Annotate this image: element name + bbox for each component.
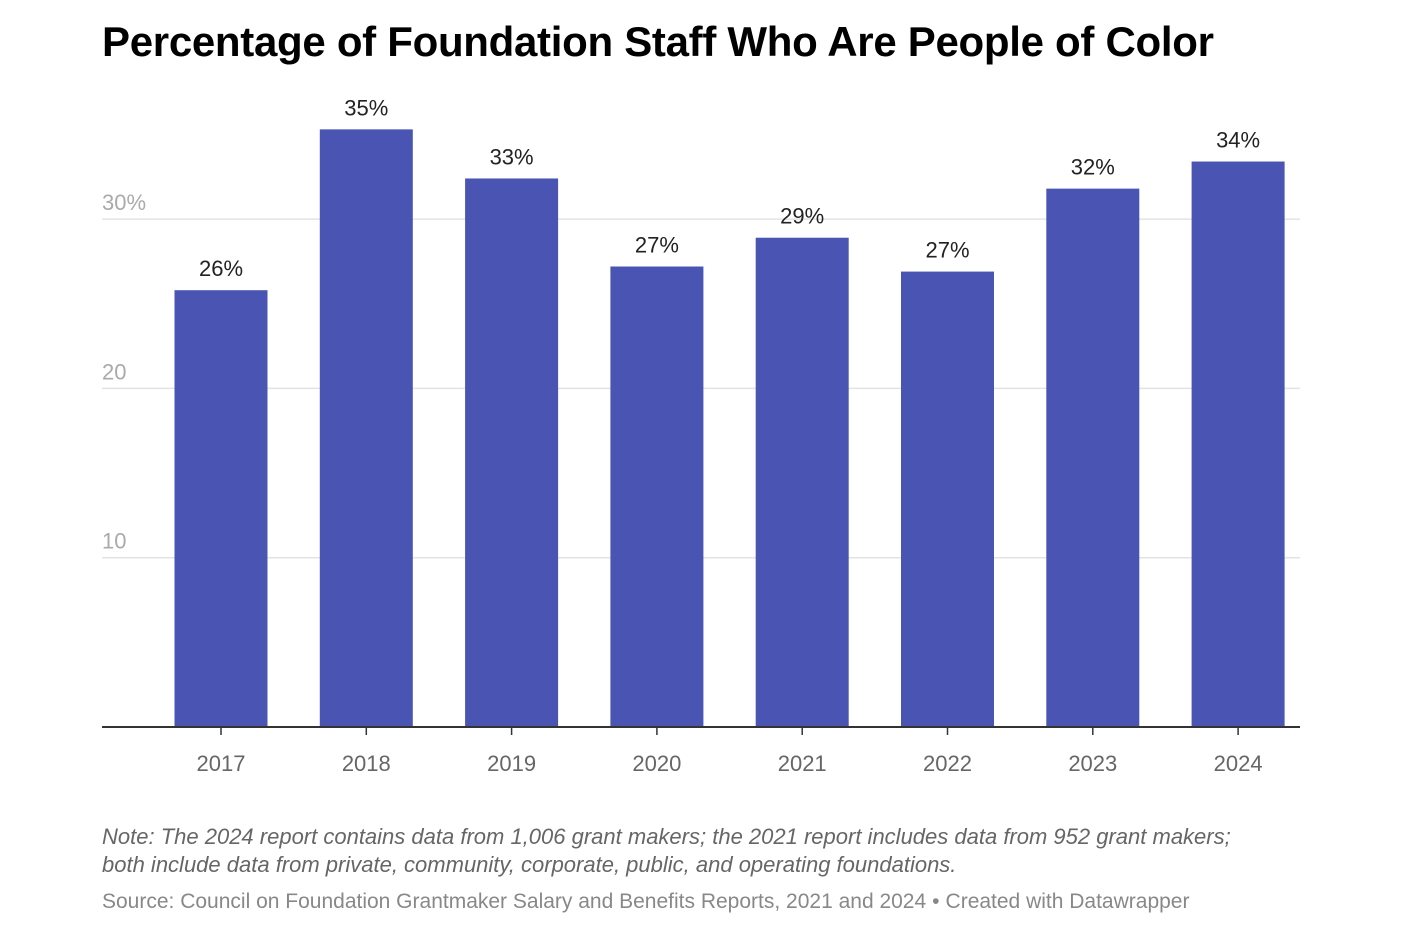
data-label: 29% — [780, 204, 824, 229]
y-axis-tick-labels: 10 20 30% — [102, 190, 146, 554]
bar — [174, 290, 268, 727]
source-text: Source: Council on Foundation Grantmaker… — [102, 890, 927, 913]
chart-note: Note: The 2024 report contains data from… — [102, 824, 1231, 877]
x-tick-label: 2020 — [632, 751, 681, 776]
data-labels: 26% 35% 33% 27% 29% 27% 32% 34% — [199, 95, 1260, 281]
x-tick-label: 2023 — [1068, 751, 1117, 776]
data-label: 34% — [1216, 128, 1260, 153]
x-tick-label: 2022 — [923, 751, 972, 776]
chart-title: Percentage of Foundation Staff Who Are P… — [102, 18, 1214, 65]
bar — [610, 266, 704, 727]
bars — [174, 129, 1285, 728]
bar — [465, 178, 559, 727]
x-tick-label: 2019 — [487, 751, 536, 776]
bar — [1046, 188, 1140, 728]
chart-source-line: Source: Council on Foundation Grantmaker… — [102, 888, 1189, 916]
bar — [319, 129, 413, 728]
x-tick-label: 2021 — [778, 751, 827, 776]
y-tick-label: 10 — [102, 529, 126, 554]
x-tick-label: 2024 — [1214, 751, 1263, 776]
data-label: 35% — [344, 95, 388, 120]
data-label: 26% — [199, 256, 243, 281]
x-tick-label: 2017 — [197, 751, 246, 776]
y-tick-label: 30% — [102, 190, 146, 215]
bar — [755, 237, 849, 727]
data-label: 33% — [490, 144, 534, 169]
source-separator: • — [932, 890, 940, 913]
x-tick-label: 2018 — [342, 751, 391, 776]
data-label: 27% — [925, 238, 969, 263]
bar — [901, 271, 994, 727]
x-axis: 2017 2018 2019 2020 2021 2022 2023 2024 — [102, 726, 1300, 776]
credit-link[interactable]: Created with Datawrapper — [945, 890, 1190, 913]
y-tick-label: 20 — [102, 359, 126, 384]
data-label: 27% — [635, 233, 679, 258]
data-label: 32% — [1071, 155, 1115, 180]
bar — [1191, 161, 1285, 728]
